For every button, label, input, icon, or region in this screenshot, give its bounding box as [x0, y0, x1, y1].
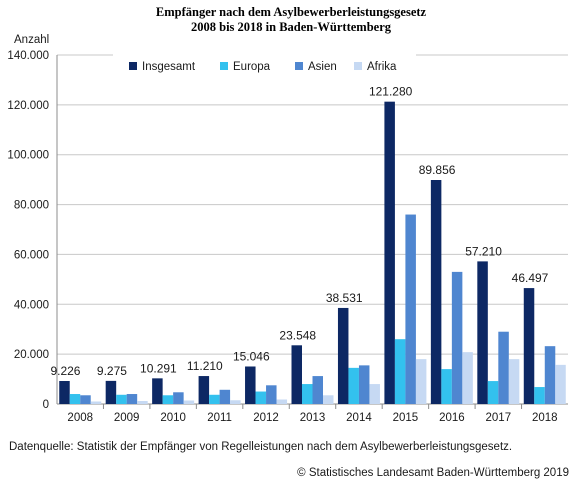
copyright-note: © Statistisches Landesamt Baden-Württemb…: [297, 467, 569, 479]
bar: [477, 261, 488, 404]
legend-swatch: [295, 62, 303, 70]
bar: [162, 395, 174, 404]
data-labels: 9.226 9.275 10.291 11.210 15.046 23.548 38.531…: [50, 85, 548, 378]
bar: [323, 395, 334, 404]
x-tick-label: 2014: [346, 412, 372, 424]
legend-label: Afrika: [367, 61, 397, 73]
y-axis-label: Anzahl: [14, 34, 49, 46]
bar-value-label: 38.531: [326, 291, 363, 305]
bar: [105, 380, 117, 404]
legend-label: Europa: [233, 61, 271, 73]
bar: [555, 364, 566, 404]
bar-value-label: 46.497: [512, 271, 549, 285]
legend-swatch: [129, 62, 137, 70]
bar: [544, 346, 556, 404]
gridlines: [56, 54, 568, 405]
bar-value-label: 121.280: [369, 85, 413, 99]
y-axis-ticks: 0 20.000 40.000 60.000 80.000 100.000 120.000 1…: [7, 50, 49, 411]
bar: [152, 378, 163, 404]
bar: [245, 366, 256, 404]
bar: [230, 400, 241, 404]
bar: [173, 392, 184, 404]
bar: [358, 365, 370, 404]
bar: [369, 384, 380, 404]
bar-value-label: 15.046: [233, 349, 270, 363]
chart-subtitle: 2008 bis 2018 in Baden-Württemberg: [191, 20, 392, 34]
bar: [523, 288, 535, 404]
x-tick-label: 2017: [486, 412, 512, 424]
legend-swatch: [220, 62, 228, 70]
bar: [508, 359, 520, 404]
bar: [534, 387, 545, 404]
x-tick-label: 2015: [393, 412, 419, 424]
bar: [430, 180, 442, 404]
y-tick-label: 60.000: [14, 249, 49, 261]
bar-value-label: 11.210: [187, 359, 223, 373]
x-tick-label: 2013: [300, 412, 326, 424]
legend-label: Insgesamt: [142, 61, 196, 73]
bar: [69, 394, 81, 404]
bars: [59, 101, 566, 404]
bar: [291, 345, 302, 404]
bar: [337, 307, 349, 404]
bar: [80, 395, 91, 404]
source-note: Datenquelle: Statistik der Empfänger von…: [9, 441, 513, 453]
bar-value-label: 9.275: [97, 364, 127, 378]
x-tick-label: 2011: [207, 412, 232, 424]
bar: [441, 369, 452, 404]
bar-value-label: 57.210: [465, 244, 502, 258]
bar: [405, 214, 416, 404]
bar: [348, 367, 359, 404]
bar: [59, 381, 70, 404]
x-tick-label: 2018: [532, 412, 558, 424]
y-tick-label: 40.000: [14, 299, 49, 311]
y-tick-label: 80.000: [14, 200, 49, 212]
x-tick-label: 2016: [439, 412, 465, 424]
x-tick-label: 2010: [160, 412, 186, 424]
bar: [415, 359, 427, 404]
bar: [451, 271, 463, 404]
y-tick-label: 140.000: [7, 50, 49, 62]
y-tick-label: 0: [43, 399, 49, 411]
bar: [394, 339, 406, 404]
bar: [462, 352, 473, 404]
y-tick-label: 120.000: [7, 100, 49, 112]
bar-value-label: 89.856: [419, 163, 456, 177]
x-tick-label: 2008: [67, 412, 93, 424]
bar: [266, 385, 277, 404]
bar: [126, 394, 138, 404]
bar: [137, 401, 148, 404]
chart-title: Empfänger nach dem Asylbewerberleistungs…: [156, 5, 427, 19]
bar: [276, 399, 288, 404]
legend: Insgesamt Europa Asien Afrika: [113, 53, 416, 78]
bar-value-label: 9.226: [50, 364, 80, 378]
bar: [384, 101, 395, 404]
bar-value-label: 10.291: [140, 361, 177, 375]
legend-swatch: [354, 62, 362, 70]
bar: [198, 376, 210, 404]
bar: [90, 401, 102, 404]
bar: [302, 384, 313, 404]
y-tick-label: 20.000: [14, 349, 49, 361]
x-tick-label: 2012: [253, 412, 279, 424]
bar-value-label: 23.548: [279, 328, 316, 342]
legend-label: Asien: [308, 61, 337, 73]
bar: [255, 391, 267, 404]
bar: [487, 381, 499, 404]
bar: [498, 331, 509, 404]
legend-background: [113, 53, 416, 78]
bar: [209, 394, 220, 404]
bar: [116, 394, 127, 404]
bar: [219, 389, 231, 404]
bar: [312, 376, 323, 404]
y-tick-label: 100.000: [7, 150, 49, 162]
bar: [183, 400, 195, 404]
x-tick-label: 2009: [114, 412, 140, 424]
x-axis-ticks: 2008 2009 2010 2011 2012 2013 2014 2015 2016 2017…: [67, 404, 558, 424]
